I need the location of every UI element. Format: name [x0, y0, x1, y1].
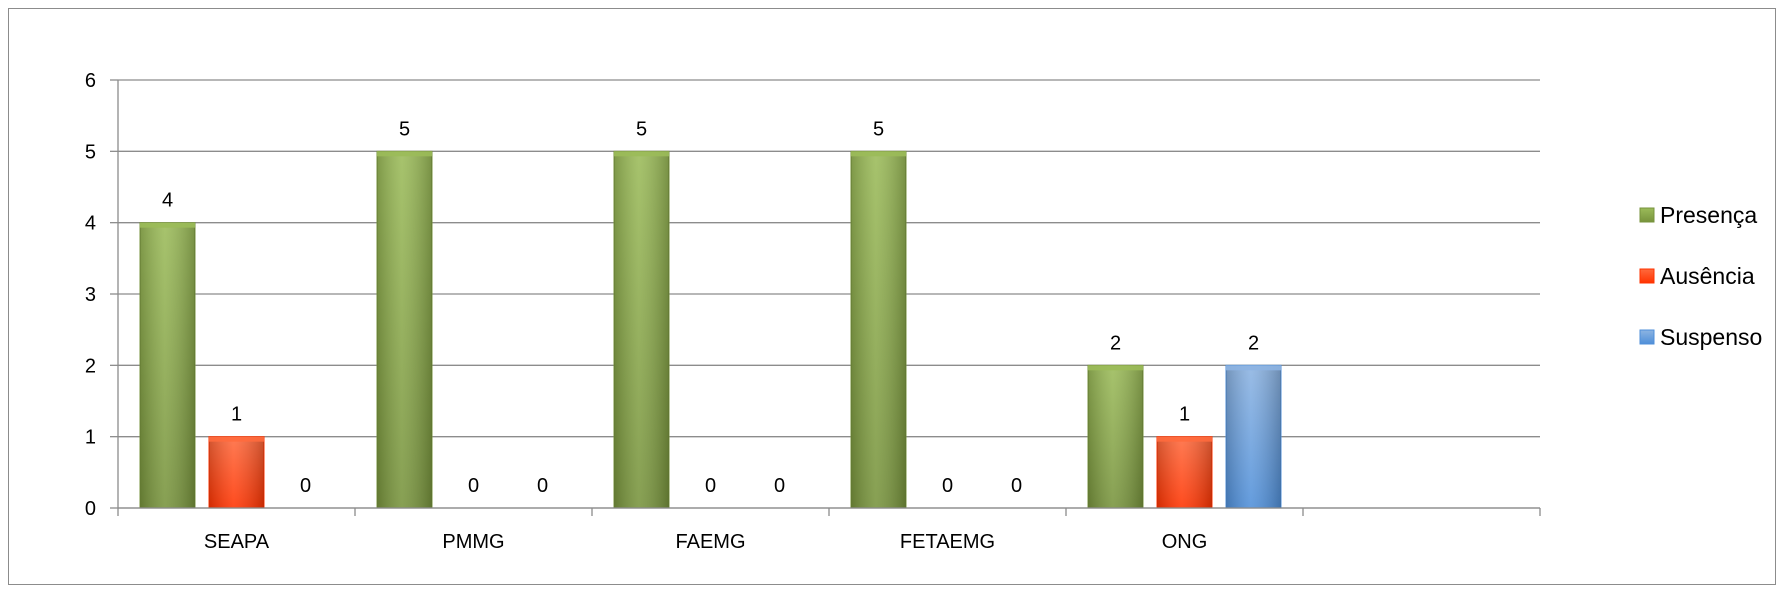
- bar-cap: [1157, 436, 1212, 442]
- bar-cap: [140, 222, 195, 228]
- y-axis: 0 1 2 3 4 5 6: [85, 70, 119, 520]
- y-tick-label: 0: [85, 498, 96, 520]
- x-axis: SEAPA PMMG FAEMG FETAEMG ONG: [117, 507, 1541, 553]
- data-label: 5: [873, 118, 884, 140]
- legend-label: Presença: [1660, 202, 1757, 228]
- bar-shading: [614, 151, 669, 509]
- bars: [139, 150, 1282, 509]
- bar-shading: [1157, 436, 1212, 508]
- y-tick-label: 6: [85, 70, 96, 92]
- y-tick-label: 2: [85, 355, 96, 377]
- data-label: 2: [1248, 332, 1259, 354]
- bar-shading: [377, 151, 432, 509]
- category-label: FETAEMG: [900, 531, 995, 553]
- bar-shading: [1226, 365, 1281, 508]
- gridlines: [118, 79, 1540, 509]
- data-label: 0: [774, 475, 785, 497]
- y-tick-label: 3: [85, 284, 96, 306]
- legend-swatch-suspenso: [1639, 329, 1655, 345]
- data-label: 0: [300, 475, 311, 497]
- data-label: 1: [1179, 404, 1190, 426]
- data-label: 1: [231, 404, 242, 426]
- y-tick-label: 5: [85, 141, 96, 163]
- y-tick-label: 4: [85, 213, 96, 235]
- data-label: 4: [162, 190, 173, 212]
- category-label: FAEMG: [675, 531, 745, 553]
- category-label: SEAPA: [204, 531, 270, 553]
- bar-cap: [1226, 365, 1281, 371]
- data-label: 5: [636, 118, 647, 140]
- bar-cap: [209, 436, 264, 442]
- data-label: 0: [468, 475, 479, 497]
- legend-label: Suspenso: [1660, 324, 1762, 350]
- legend-label: Ausência: [1660, 263, 1755, 289]
- category-label: ONG: [1162, 531, 1208, 553]
- category-label: PMMG: [442, 531, 504, 553]
- legend-swatch-ausência: [1639, 268, 1655, 284]
- y-tick-label: 1: [85, 427, 96, 449]
- data-label: 0: [942, 475, 953, 497]
- data-label: 0: [1011, 475, 1022, 497]
- bar-shading: [209, 436, 264, 508]
- bar-cap: [1088, 365, 1143, 371]
- bar-cap: [851, 151, 906, 157]
- legend: Presença Ausência Suspenso: [1639, 202, 1762, 350]
- data-label: 0: [537, 475, 548, 497]
- data-label: 5: [399, 118, 410, 140]
- legend-swatch-presença: [1639, 207, 1655, 223]
- bar-cap: [377, 151, 432, 157]
- bar-shading: [851, 151, 906, 509]
- bar-cap: [614, 151, 669, 157]
- bar-shading: [140, 222, 195, 508]
- bar-shading: [1088, 365, 1143, 508]
- data-label: 2: [1110, 332, 1121, 354]
- data-label: 0: [705, 475, 716, 497]
